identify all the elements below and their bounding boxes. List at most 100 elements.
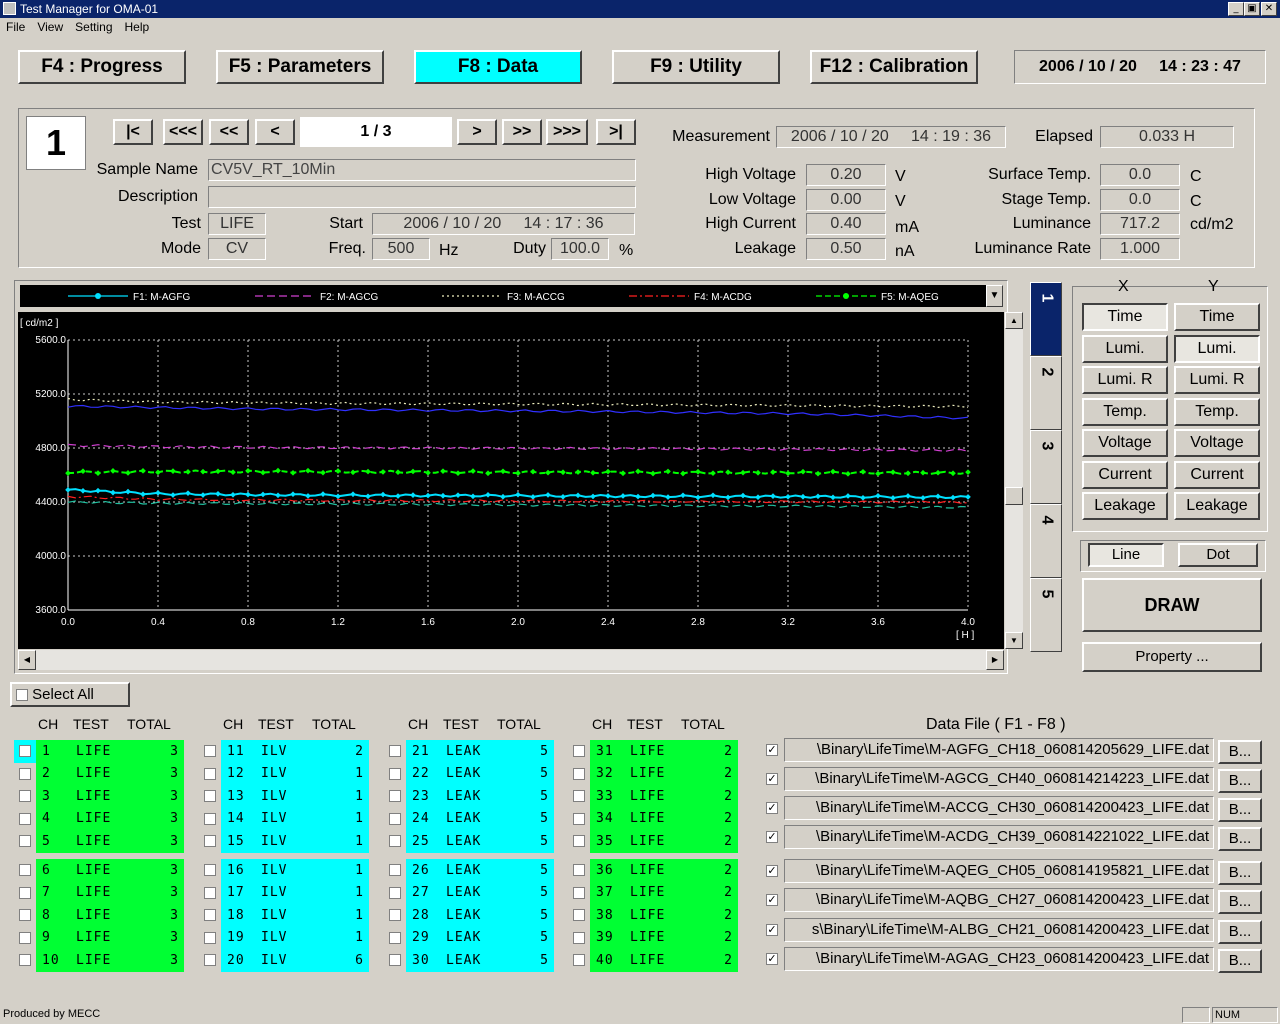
x-axis-option-1[interactable]: Lumi. [1082,334,1168,363]
x-axis-option-2[interactable]: Lumi. R [1082,366,1168,394]
channel-checkbox[interactable] [204,745,216,758]
menu-help[interactable]: Help [124,20,150,34]
data-file-browse-button[interactable]: B... [1218,769,1262,793]
chart-tab-4[interactable]: 4 [1030,504,1062,578]
sample-name-field[interactable]: CV5V_RT_10Min [208,159,636,181]
channel-checkbox[interactable] [573,790,585,803]
channel-checkbox[interactable] [204,909,216,922]
nav-back-1-button[interactable]: < [255,119,295,145]
channel-row[interactable]: 2 LIFE 3 [14,762,184,785]
channel-row[interactable]: 23 LEAK 5 [384,785,554,808]
channel-row[interactable]: 30 LEAK 5 [384,949,554,972]
channel-row[interactable]: 7 LIFE 3 [14,881,184,904]
channel-row[interactable]: 11 ILV 2 [199,740,369,763]
channel-row[interactable]: 27 LEAK 5 [384,881,554,904]
channel-checkbox[interactable] [389,790,401,803]
line-style-button[interactable]: Line [1088,543,1164,567]
select-all-checkbox[interactable]: Select All [10,682,130,707]
menu-setting[interactable]: Setting [75,20,113,34]
nav-back-2-button[interactable]: << [209,119,249,145]
channel-checkbox[interactable] [204,886,216,899]
channel-checkbox[interactable] [573,931,585,944]
channel-row[interactable]: 9 LIFE 3 [14,926,184,949]
property-button[interactable]: Property ... [1082,642,1262,672]
channel-row[interactable]: 21 LEAK 5 [384,740,554,763]
channel-checkbox[interactable] [19,954,31,967]
channel-row[interactable]: 19 ILV 1 [199,926,369,949]
y-axis-option-6[interactable]: Leakage [1174,492,1260,520]
channel-checkbox[interactable] [573,864,585,877]
channel-checkbox[interactable] [389,909,401,922]
y-axis-option-3[interactable]: Temp. [1174,397,1260,426]
channel-row[interactable]: 25 LEAK 5 [384,830,554,853]
channel-checkbox[interactable] [573,767,585,780]
channel-checkbox[interactable] [389,886,401,899]
channel-checkbox[interactable] [389,812,401,825]
channel-checkbox[interactable] [19,886,31,899]
vscroll-thumb[interactable] [1005,487,1023,505]
data-file-checkbox[interactable]: ✓ [766,830,778,843]
data-file-checkbox[interactable]: ✓ [766,864,778,877]
channel-checkbox[interactable] [204,767,216,780]
data-file-path[interactable]: s\Binary\LifeTime\M-ALBG_CH21_0608142004… [784,918,1214,942]
data-file-checkbox[interactable]: ✓ [766,743,778,756]
x-axis-option-0[interactable]: Time [1082,303,1168,331]
x-axis-option-5[interactable]: Current [1082,460,1168,489]
data-file-checkbox[interactable]: ✓ [766,893,778,906]
minimize-button[interactable]: _ [1228,2,1244,16]
channel-checkbox[interactable] [19,767,31,780]
channel-checkbox[interactable] [573,812,585,825]
chart-vscroll[interactable]: ▲ ▼ [1005,312,1023,649]
channel-row[interactable]: 39 LIFE 2 [568,926,738,949]
channel-checkbox[interactable] [204,790,216,803]
channel-row[interactable]: 14 ILV 1 [199,807,369,830]
channel-checkbox[interactable] [204,931,216,944]
channel-row[interactable]: 6 LIFE 3 [14,859,184,882]
data-file-path[interactable]: \Binary\LifeTime\M-ACCG_CH30_06081420042… [784,796,1214,820]
data-file-browse-button[interactable]: B... [1218,861,1262,885]
description-field[interactable] [208,186,636,208]
channel-row[interactable]: 36 LIFE 2 [568,859,738,882]
tab-data[interactable]: F8 : Data [414,50,582,84]
tab-utility[interactable]: F9 : Utility [612,50,780,84]
channel-checkbox[interactable] [573,954,585,967]
y-axis-option-2[interactable]: Lumi. R [1174,366,1260,394]
channel-checkbox[interactable] [204,954,216,967]
channel-checkbox[interactable] [389,767,401,780]
channel-checkbox[interactable] [204,812,216,825]
maximize-button[interactable]: ▣ [1244,2,1260,16]
channel-checkbox[interactable] [389,954,401,967]
vscroll-down-button[interactable]: ▼ [1005,632,1023,649]
dot-style-button[interactable]: Dot [1178,543,1258,567]
data-file-browse-button[interactable]: B... [1218,949,1262,973]
menu-view[interactable]: View [37,20,64,34]
data-file-browse-button[interactable]: B... [1218,920,1262,944]
x-axis-option-6[interactable]: Leakage [1082,492,1168,520]
data-file-checkbox[interactable]: ✓ [766,801,778,814]
tab-calibration[interactable]: F12 : Calibration [810,50,978,84]
channel-row[interactable]: 17 ILV 1 [199,881,369,904]
channel-row[interactable]: 18 ILV 1 [199,904,369,927]
close-button[interactable]: ✕ [1261,2,1277,16]
select-all-box[interactable] [16,689,28,702]
chart-tab-5[interactable]: 5 [1030,578,1062,652]
channel-row[interactable]: 3 LIFE 3 [14,785,184,808]
chart-hscroll[interactable]: ◀ ▶ [18,650,1004,670]
channel-row[interactable]: 37 LIFE 2 [568,881,738,904]
data-file-path[interactable]: \Binary\LifeTime\M-AQEG_CH05_06081419582… [784,859,1214,883]
data-file-checkbox[interactable]: ✓ [766,923,778,936]
channel-row[interactable]: 22 LEAK 5 [384,762,554,785]
channel-checkbox[interactable] [389,745,401,758]
nav-last-button[interactable]: >| [596,119,636,145]
legend-dropdown-button[interactable]: ▼ [986,285,1003,307]
channel-row[interactable]: 5 LIFE 3 [14,830,184,853]
channel-row[interactable]: 29 LEAK 5 [384,926,554,949]
channel-row[interactable]: 1 LIFE 3 [14,740,184,763]
channel-row[interactable]: 28 LEAK 5 [384,904,554,927]
y-axis-option-1[interactable]: Lumi. [1174,334,1260,363]
nav-fwd-3-button[interactable]: >>> [546,119,588,145]
data-file-browse-button[interactable]: B... [1218,798,1262,822]
channel-row[interactable]: 10 LIFE 3 [14,949,184,972]
channel-checkbox[interactable] [204,864,216,877]
channel-checkbox[interactable] [204,835,216,848]
